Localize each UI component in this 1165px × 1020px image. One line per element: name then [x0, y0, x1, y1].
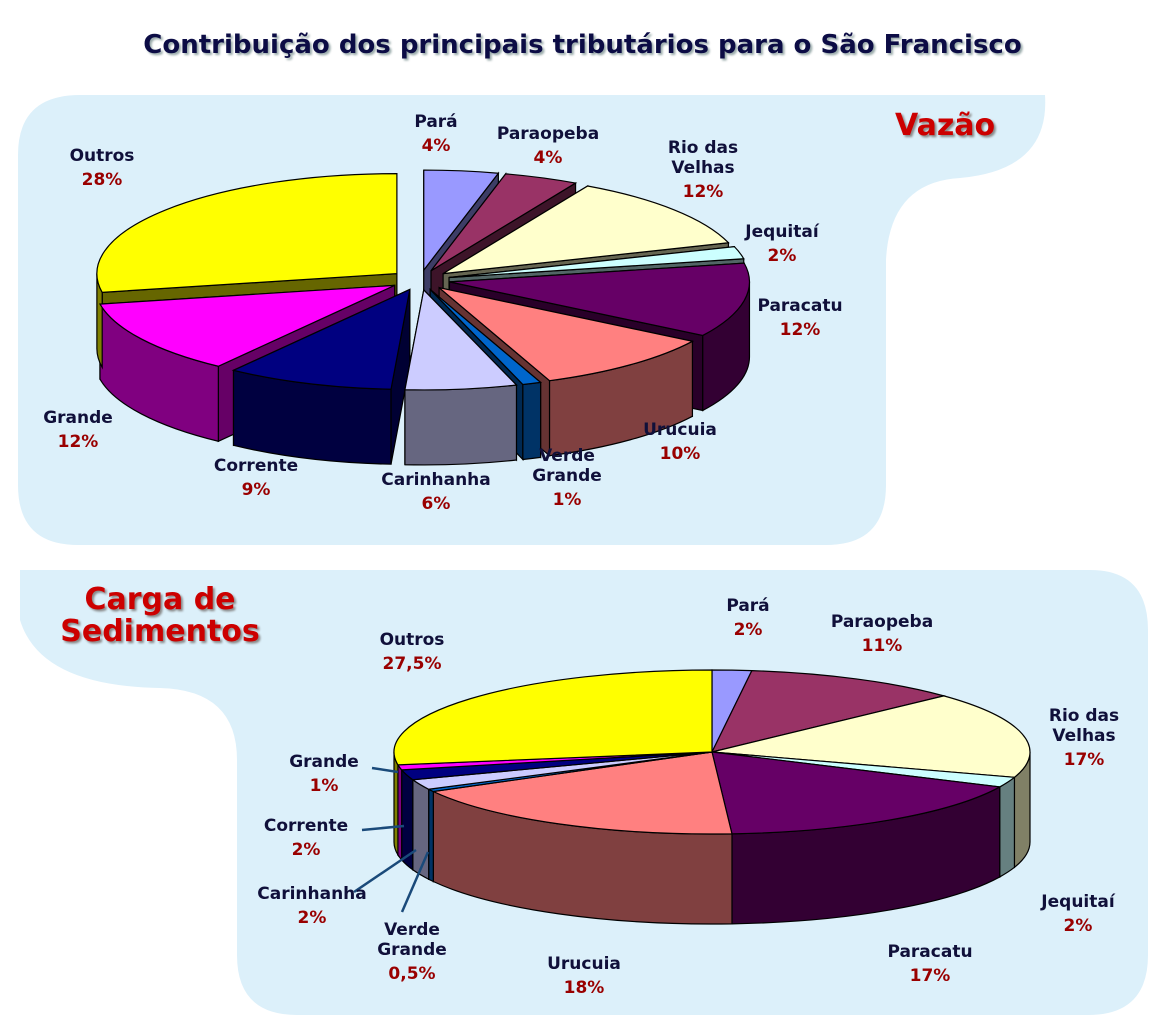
category-name: Paraopeba	[830, 612, 934, 632]
value-label: 6%	[421, 494, 451, 514]
value-label: 28%	[81, 170, 123, 190]
chart1-label-paraopeba: Paraopeba 11%	[831, 612, 933, 656]
chart1-jequitai-side	[999, 776, 1016, 878]
chart1-verde-grande-side	[428, 788, 434, 883]
category-name: Corrente	[213, 456, 299, 476]
value-label: 12%	[779, 320, 821, 340]
chart0-outros-slice	[96, 173, 398, 293]
category-name: Grande	[43, 408, 113, 428]
chart0-carinhanha-slice	[404, 288, 518, 391]
value-label: 17%	[909, 966, 951, 986]
chart1-label-verde-grande: Verde Grande 0,5%	[377, 920, 447, 984]
chart0-corrente-slice	[231, 288, 411, 390]
category-name: Urucuia	[643, 420, 717, 440]
chart1-paraopeba-slice	[710, 670, 947, 753]
category-name: Paraopeba	[496, 124, 600, 144]
chart-title-vazao: Vazão	[895, 108, 996, 143]
category-name: Paracatu	[887, 942, 973, 962]
chart0-paraopeba-slice	[430, 173, 578, 272]
leader-line	[353, 848, 417, 894]
chart0-label-para: Pará 4%	[414, 112, 457, 156]
category-name: Carinhanha	[257, 884, 367, 904]
category-name: Corrente	[263, 816, 349, 836]
category-name: Urucuia	[547, 954, 621, 974]
chart0-label-corrente: Corrente 9%	[214, 456, 298, 500]
leader-line	[400, 851, 430, 913]
chart0-urucuia-slice	[438, 287, 695, 382]
chart0-label-paraopeba: Paraopeba 4%	[497, 124, 599, 168]
chart0-label-verde-grande: Verde Grande 1%	[532, 446, 602, 510]
value-label: 0,5%	[388, 964, 436, 984]
chart1-label-outros: Outros 27,5%	[380, 630, 445, 674]
chart0-para-slice	[423, 169, 500, 272]
chart0-verde-grande-slice	[429, 288, 543, 386]
chart0-label-carinhanha: Carinhanha 6%	[381, 470, 491, 514]
category-name: Jequitaí	[745, 222, 819, 242]
chart1-carinhanha-side	[412, 778, 430, 881]
value-label: 11%	[861, 636, 903, 656]
chart1-label-carinhanha: Carinhanha 2%	[257, 884, 367, 928]
chart0-carinhanha-side	[404, 384, 518, 466]
value-label: 17%	[1063, 750, 1105, 770]
chart1-paracatu-slice	[711, 751, 1002, 835]
category-name: Outros	[379, 630, 445, 650]
chart0-jequitai-slice	[448, 245, 745, 279]
chart1-label-jequitai: Jequitaí 2%	[1041, 892, 1114, 936]
value-label: 4%	[533, 148, 563, 168]
value-label: 1%	[552, 490, 582, 510]
value-label: 2%	[733, 620, 763, 640]
chart0-label-urucuia: Urucuia 10%	[643, 420, 717, 464]
chart0-grande-slice	[98, 284, 395, 367]
value-label: 4%	[421, 136, 451, 156]
category-name: Verde Grande	[377, 920, 447, 960]
leader-line	[361, 824, 405, 832]
category-name: Pará	[414, 112, 458, 132]
category-name: Rio das Velhas	[1048, 706, 1120, 746]
category-name: Carinhanha	[381, 470, 491, 490]
value-label: 2%	[767, 246, 797, 266]
chart1-outros-slice	[393, 669, 713, 766]
category-name: Paracatu	[757, 296, 843, 316]
chart1-urucuia-slice	[431, 751, 733, 835]
chart-title-sedimentos: Carga de Sedimentos	[60, 582, 260, 649]
chart1-label-para: Pará 2%	[726, 596, 769, 640]
chart0-label-paracatu: Paracatu 12%	[757, 296, 842, 340]
category-name: Jequitaí	[1041, 892, 1115, 912]
chart1-label-rio-das-velhas: Rio das Velhas 17%	[1049, 706, 1119, 770]
value-label: 27,5%	[382, 654, 442, 674]
chart0-label-rio-das-velhas: Rio das Velhas 12%	[668, 138, 738, 202]
value-label: 2%	[291, 840, 321, 860]
chart1-label-paracatu: Paracatu 17%	[887, 942, 972, 986]
chart1-outros-side	[393, 751, 399, 857]
value-label: 12%	[682, 182, 724, 202]
chart0-label-grande: Grande 12%	[43, 408, 113, 452]
category-name: Verde Grande	[532, 446, 602, 486]
value-label: 2%	[1063, 916, 1093, 936]
category-name: Grande	[289, 752, 359, 772]
leader-line	[371, 766, 399, 774]
chart1-rio-das-velhas-slice	[711, 695, 1031, 778]
category-name: Pará	[726, 596, 770, 616]
value-label: 1%	[309, 776, 339, 796]
category-name: Rio das Velhas	[667, 138, 739, 178]
chart1-label-grande: Grande 1%	[289, 752, 359, 796]
chart1-label-corrente: Corrente 2%	[264, 816, 348, 860]
chart0-label-outros: Outros 28%	[70, 146, 135, 190]
value-label: 9%	[241, 480, 271, 500]
chart0-label-jequitai: Jequitaí 2%	[745, 222, 818, 266]
chart1-label-urucuia: Urucuia 18%	[547, 954, 621, 998]
value-label: 18%	[563, 978, 605, 998]
value-label: 12%	[57, 432, 99, 452]
value-label: 10%	[659, 444, 701, 464]
value-label: 2%	[297, 908, 327, 928]
chart0-paracatu-slice	[449, 262, 751, 337]
chart0-rio-das-velhas-slice	[442, 185, 730, 275]
category-name: Outros	[69, 146, 135, 166]
page-title: Contribuição dos principais tributários …	[143, 30, 1022, 60]
